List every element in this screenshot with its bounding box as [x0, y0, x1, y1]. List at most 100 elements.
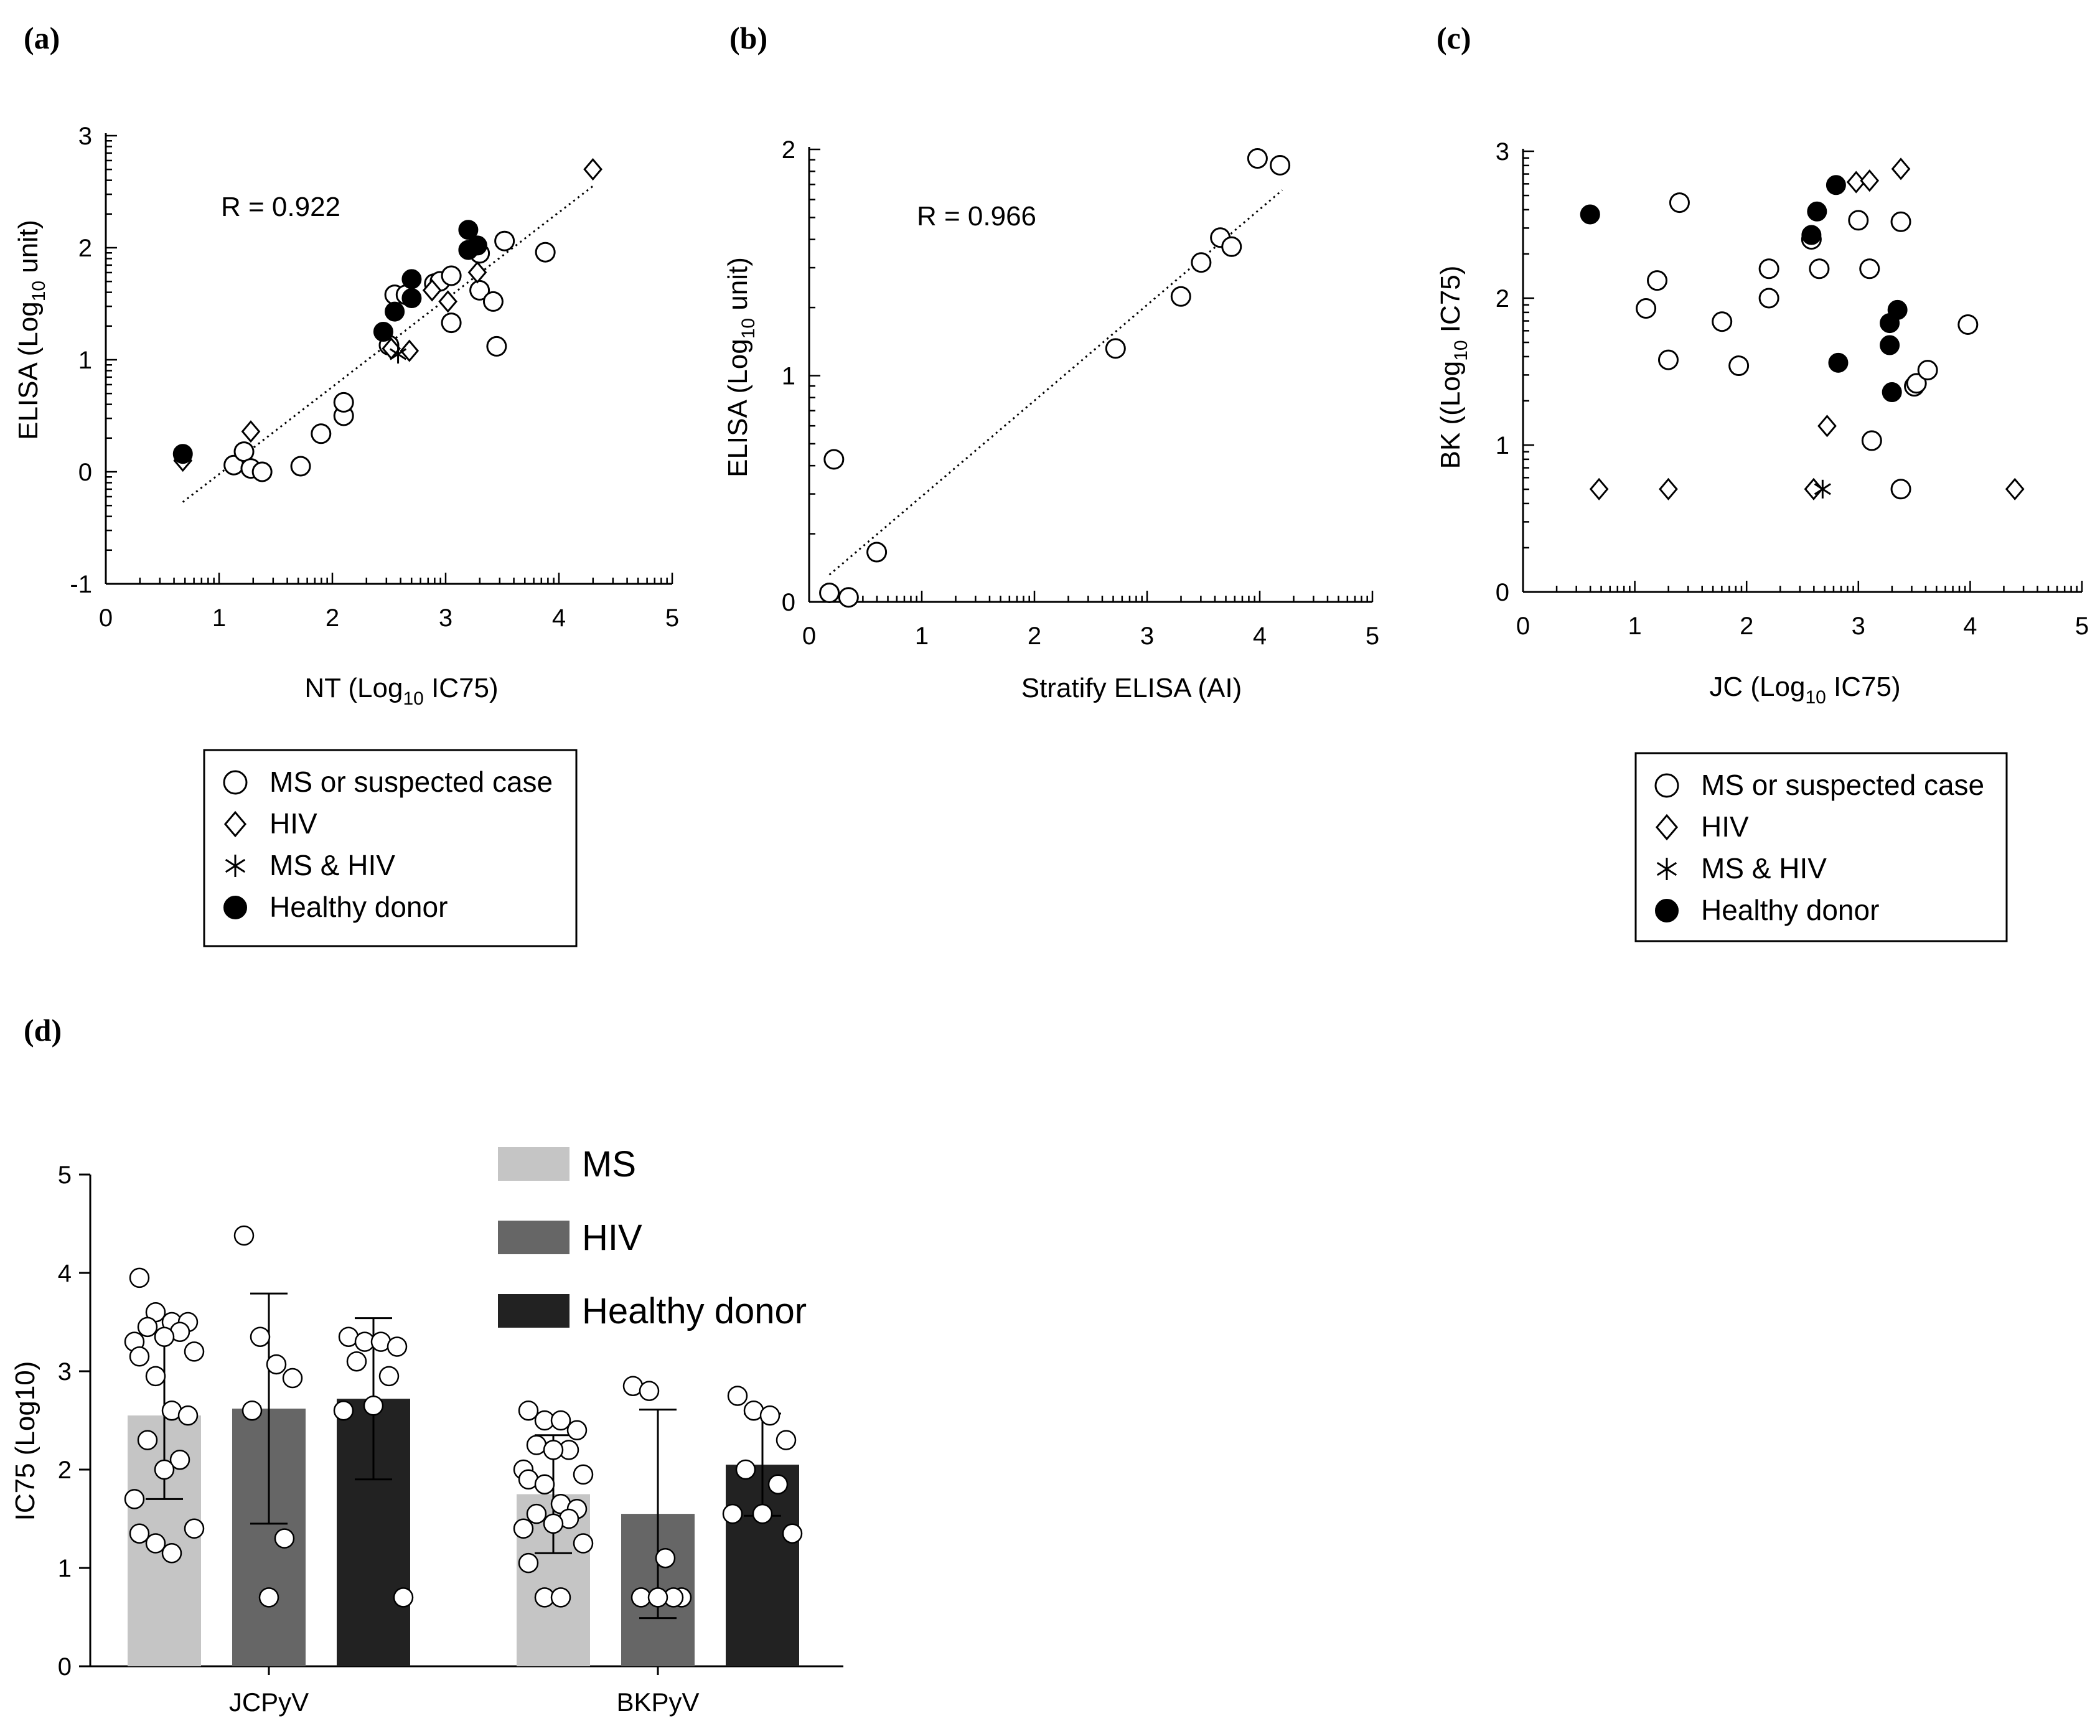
panel-b-ylabel: ELISA (Log10 unit) — [723, 257, 759, 477]
data-point-asterisk — [1814, 479, 1831, 499]
bar-data-point — [776, 1430, 797, 1450]
panel-a-annotation: R = 0.922 — [221, 192, 340, 222]
x-tick-label: 3 — [439, 604, 452, 632]
data-point-circle — [1170, 286, 1191, 307]
bar-data-point — [543, 1513, 564, 1534]
data-point-filled-circle — [385, 301, 405, 322]
legend-marker-diamond — [1655, 814, 1679, 841]
x-tick-label: 2 — [1740, 612, 1753, 640]
data-point-circle — [311, 423, 332, 444]
data-point-circle — [1758, 288, 1779, 309]
bar-data-point — [177, 1405, 199, 1426]
data-point-filled-circle — [1826, 175, 1846, 195]
data-point-circle — [1669, 192, 1690, 213]
bar-data-point — [655, 1547, 676, 1569]
panel-c-ylabel: BK ((Log10 IC75) — [1435, 266, 1471, 469]
legend-marker-diamond — [223, 810, 247, 838]
data-point-circle — [486, 335, 507, 357]
legend-label: MS & HIV — [1701, 852, 1827, 884]
legend-frame — [1634, 752, 2008, 942]
legend-marker-asterisk — [1656, 858, 1677, 880]
data-point-diamond — [2005, 477, 2025, 500]
bar-data-point — [169, 1449, 190, 1470]
panel-a-scatter: 0 1 2 3 4 5 -1 0 1 2 3 R = 0.922 NT (Log10 IC75) E… — [13, 123, 679, 709]
bar-data-point — [161, 1543, 182, 1564]
legend-frame — [203, 749, 578, 947]
x-tick-label: 1 — [212, 604, 226, 632]
data-point-circle — [535, 242, 556, 263]
x-tick-label: 5 — [1366, 622, 1379, 650]
data-point-circle — [1917, 360, 1938, 381]
x-tick-label: 1 — [1628, 612, 1641, 640]
bar-data-point — [145, 1366, 166, 1387]
bar-data-point — [782, 1523, 803, 1544]
data-point-filled-circle — [1580, 204, 1600, 225]
bar-data-point — [550, 1410, 571, 1431]
bar-data-point — [518, 1552, 539, 1574]
panel-a-axes: 0 1 2 3 4 5 -1 0 1 2 3 — [70, 123, 679, 632]
data-point-filled-circle — [172, 444, 193, 464]
data-point-circle — [1809, 258, 1830, 279]
y-tick-label: 3 — [78, 123, 92, 150]
bar-data-point — [378, 1366, 400, 1387]
x-category-label: JCPyV — [229, 1687, 309, 1717]
bar-data-point — [266, 1354, 287, 1375]
y-tick-label: 2 — [58, 1457, 72, 1484]
panel-d-ylabel: IC75 (Log10) — [10, 1361, 40, 1521]
bar-data-point — [518, 1400, 539, 1421]
data-point-circle — [333, 392, 354, 413]
legend-label: Healthy donor — [270, 891, 448, 923]
data-point-diamond — [241, 420, 261, 443]
bar-data-point — [250, 1326, 271, 1347]
data-point-circle — [1848, 210, 1869, 231]
bar-data-point — [566, 1420, 588, 1441]
panel-label-c: (c) — [1437, 21, 1471, 55]
x-tick-label: 4 — [1963, 612, 1977, 640]
data-point-filled-circle — [1887, 299, 1908, 320]
panel-b-axes: 0 1 2 3 4 5 0 1 2 — [782, 136, 1379, 650]
y-tick-label: 2 — [1496, 285, 1509, 312]
data-point-diamond — [438, 290, 457, 313]
panel-d-axes: 0 1 2 3 4 5 JCPyV BKPyV — [58, 1161, 843, 1717]
bar-data-point — [137, 1316, 158, 1338]
data-point-circle — [1861, 430, 1882, 451]
data-point-circle — [1105, 338, 1126, 359]
bar-data-point — [363, 1396, 384, 1416]
legend-marker-circle — [1654, 773, 1679, 798]
data-point-circle — [1957, 314, 1979, 335]
bar-data-point — [145, 1533, 166, 1554]
y-tick-label: 4 — [58, 1260, 72, 1287]
bar-data-point — [274, 1528, 295, 1549]
data-point-filled-circle — [401, 269, 422, 289]
legend-swatch — [498, 1221, 570, 1254]
data-point-diamond — [467, 261, 487, 284]
data-point-circle — [823, 449, 845, 470]
x-tick-label: 5 — [665, 604, 679, 632]
panel-c-scatter: 0 1 2 3 4 5 0 1 2 3 JC (Log10 IC75) BK ((Log10 IC… — [1435, 138, 2089, 708]
error-bar — [639, 1409, 677, 1620]
panel-c-axes: 0 1 2 3 4 5 0 1 2 3 — [1496, 138, 2089, 640]
panel-c-xlabel: JC (Log10 IC75) — [1709, 672, 1900, 708]
data-point-circle — [233, 441, 255, 462]
data-point-asterisk — [389, 345, 407, 364]
panel-label-b: (b) — [729, 21, 767, 55]
bar-data-point — [241, 1400, 263, 1421]
data-point-circle — [1270, 154, 1291, 176]
x-category-label: BKPyV — [616, 1687, 699, 1717]
data-point-diamond — [1860, 169, 1880, 192]
bar-data-point — [184, 1518, 205, 1539]
bar-data-point — [630, 1587, 652, 1608]
bar-data-point — [767, 1474, 789, 1494]
bar-data-point — [129, 1346, 150, 1367]
y-tick-label: 1 — [58, 1555, 72, 1582]
bar-data-point — [282, 1368, 303, 1389]
data-point-circle — [1712, 311, 1733, 332]
data-point-circle — [1191, 252, 1212, 273]
data-point-diamond — [1891, 157, 1911, 181]
bar-data-point — [543, 1440, 564, 1460]
data-point-diamond — [1589, 477, 1609, 500]
y-tick-label: 3 — [58, 1358, 72, 1386]
data-point-circle — [441, 265, 462, 286]
legend-panel-d: MS HIV Healthy donor — [498, 1144, 807, 1331]
